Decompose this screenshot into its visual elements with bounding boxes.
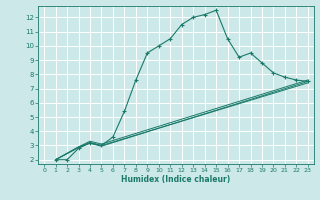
X-axis label: Humidex (Indice chaleur): Humidex (Indice chaleur) <box>121 175 231 184</box>
